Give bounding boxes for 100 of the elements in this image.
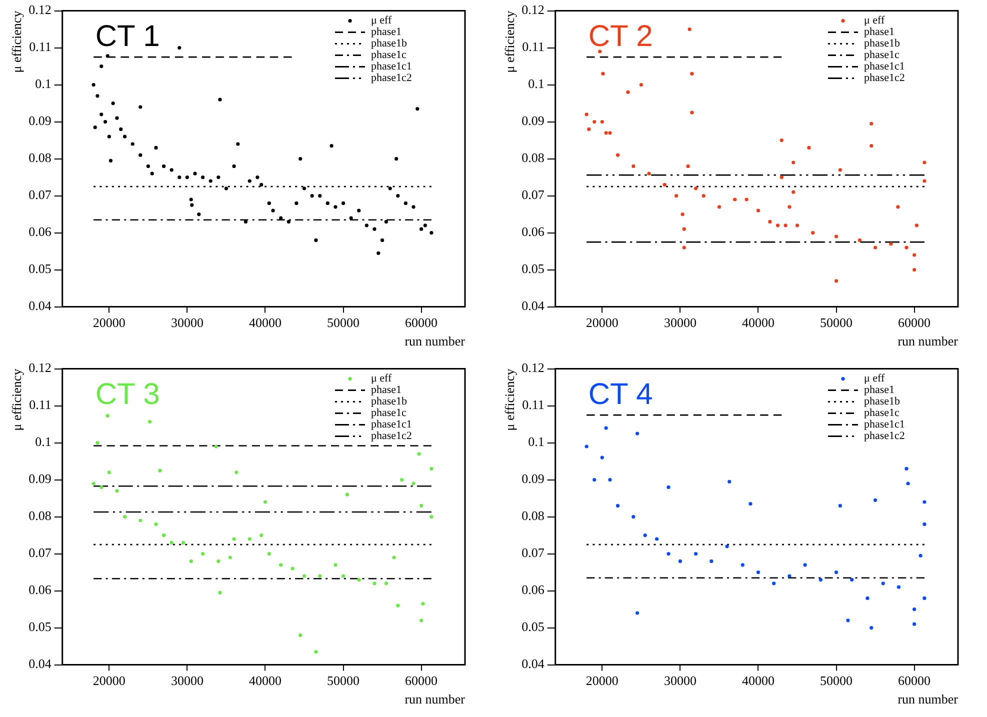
point (592, 120, 596, 124)
legend-label: phase1 (371, 384, 402, 396)
point (639, 83, 643, 87)
x-tick-label: 20000 (586, 315, 618, 330)
point (417, 452, 421, 456)
y-tick-label: 0.04 (522, 656, 545, 672)
x-tick-label: 30000 (170, 673, 204, 688)
point (92, 482, 96, 486)
point (248, 537, 252, 541)
chart-title: CT 4 (588, 378, 653, 412)
y-tick-label: 0.05 (28, 619, 52, 634)
x-tick-label: 40000 (742, 315, 774, 330)
point (604, 131, 608, 135)
x-tick-label: 60000 (898, 315, 931, 330)
x-tick-label: 20000 (92, 315, 126, 330)
point (616, 504, 620, 508)
point (881, 582, 885, 586)
point (780, 176, 784, 180)
point (694, 552, 698, 556)
x-axis-title: run number (404, 334, 466, 349)
point (904, 466, 908, 470)
y-tick-label: 0.08 (28, 150, 52, 166)
y-axis-title: μ efficiency (9, 10, 24, 73)
point (587, 127, 591, 131)
point (866, 596, 870, 600)
point (914, 224, 918, 228)
point (372, 582, 376, 586)
point (912, 253, 916, 257)
y-tick-label: 0.08 (522, 508, 544, 524)
point (430, 515, 434, 519)
point (728, 480, 732, 484)
point (811, 231, 815, 235)
y-tick-label: 0.11 (522, 397, 544, 412)
point (138, 518, 142, 522)
point (148, 420, 152, 424)
point (400, 478, 404, 482)
x-tick-label: 30000 (170, 315, 204, 330)
y-tick-label: 0.12 (28, 360, 52, 376)
point (688, 28, 692, 32)
point (345, 492, 349, 496)
legend-label: phase1c2 (371, 430, 412, 442)
point (682, 227, 686, 231)
point (302, 574, 306, 578)
point (430, 466, 434, 470)
legend-label: μ eff (864, 14, 885, 27)
point (922, 596, 926, 600)
y-tick-label: 0.11 (29, 397, 52, 412)
legend-label: μ eff (371, 372, 392, 385)
legend-label: phase1b (864, 396, 901, 408)
point (776, 224, 780, 228)
point (904, 246, 908, 250)
point (678, 559, 682, 563)
x-tick-label: 60000 (405, 315, 438, 330)
point (710, 559, 714, 563)
point (334, 563, 338, 567)
point (912, 622, 916, 626)
point (601, 72, 605, 76)
point (189, 559, 193, 563)
legend-label: phase1c1 (371, 418, 412, 431)
chart-title: CT 3 (95, 378, 160, 412)
y-tick-label: 0.06 (28, 224, 52, 240)
y-tick-label: 0.09 (28, 471, 52, 486)
x-axis-title: run number (898, 692, 959, 707)
y-axis-title: μ efficiency (502, 10, 518, 73)
point (694, 186, 698, 190)
legend-label: phase1c2 (371, 72, 412, 84)
legend-label: phase1c2 (864, 430, 905, 442)
point (100, 485, 104, 489)
y-tick-label: 0.1 (35, 434, 52, 450)
point (686, 164, 690, 168)
chart-title: CT 2 (588, 20, 653, 54)
point (162, 534, 166, 538)
point (889, 242, 893, 246)
legend-label: phase1b (371, 396, 408, 408)
point (214, 444, 218, 448)
point (598, 50, 602, 54)
point (733, 198, 737, 202)
legend-label: phase1 (371, 26, 402, 38)
x-tick-label: 20000 (586, 673, 618, 688)
point (115, 489, 119, 493)
point (896, 585, 900, 589)
point (666, 485, 670, 489)
x-axis-title: run number (404, 692, 466, 707)
point (643, 534, 647, 538)
y-tick-label: 0.08 (522, 150, 544, 166)
point (756, 208, 760, 212)
point (279, 563, 283, 567)
point (584, 112, 588, 116)
y-tick-label: 0.12 (522, 2, 544, 18)
point (290, 566, 294, 570)
point (780, 138, 784, 142)
legend-label: phase1c (864, 49, 900, 62)
y-tick-label: 0.04 (28, 298, 52, 314)
y-axis-title: μ efficiency (9, 368, 24, 431)
point (635, 611, 640, 615)
point (396, 604, 400, 608)
y-tick-label: 0.12 (522, 360, 544, 376)
x-tick-label: 40000 (248, 315, 282, 330)
point (792, 190, 796, 194)
point (717, 205, 722, 209)
